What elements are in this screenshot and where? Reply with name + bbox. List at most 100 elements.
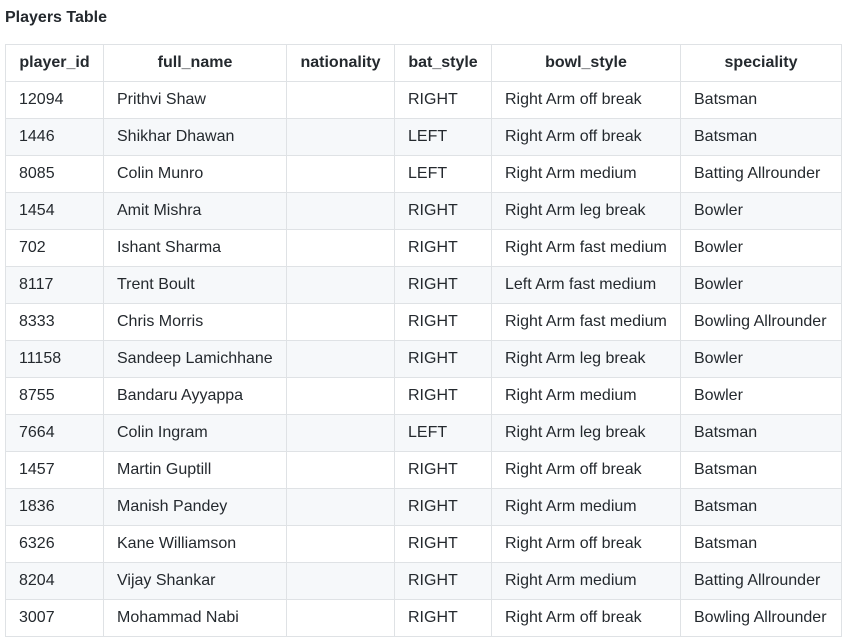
table-row: 12094 Prithvi Shaw RIGHT Right Arm off brea… [5, 81, 842, 119]
table-row: 6326 Kane Williamson RIGHT Right Arm off br… [5, 525, 842, 563]
table-row: 8117 Trent Boult RIGHT Left Arm fast medium… [5, 266, 842, 304]
cell-player-id: 8755 [5, 377, 104, 415]
cell-full-name: Chris Morris [103, 303, 287, 341]
cell-speciality: Bowling Allrounder [680, 599, 842, 637]
cell-bat-style: RIGHT [394, 81, 492, 119]
cell-bat-style: RIGHT [394, 599, 492, 637]
cell-bowl-style: Left Arm fast medium [491, 266, 681, 304]
column-header-full-name: full_name [103, 44, 287, 82]
cell-bowl-style: Right Arm leg break [491, 414, 681, 452]
table-row: 3007 Mohammad Nabi RIGHT Right Arm off brea… [5, 599, 842, 637]
cell-bat-style: RIGHT [394, 525, 492, 563]
cell-player-id: 1454 [5, 192, 104, 230]
cell-bowl-style: Right Arm off break [491, 599, 681, 637]
cell-speciality: Batsman [680, 488, 842, 526]
page-title: Players Table [5, 9, 107, 26]
cell-player-id: 8117 [5, 266, 104, 304]
players-table-container: player_id full_name nationality bat_styl… [5, 44, 842, 637]
cell-bat-style: RIGHT [394, 266, 492, 304]
cell-bowl-style: Right Arm medium [491, 155, 681, 193]
cell-full-name: Shikhar Dhawan [103, 118, 287, 156]
cell-bowl-style: Right Arm fast medium [491, 229, 681, 267]
cell-speciality: Batsman [680, 118, 842, 156]
cell-player-id: 1446 [5, 118, 104, 156]
cell-speciality: Batsman [680, 81, 842, 119]
cell-bowl-style: Right Arm off break [491, 525, 681, 563]
cell-bat-style: RIGHT [394, 377, 492, 415]
cell-player-id: 8085 [5, 155, 104, 193]
cell-full-name: Mohammad Nabi [103, 599, 287, 637]
cell-speciality: Bowler [680, 229, 842, 267]
cell-nationality [286, 303, 395, 341]
cell-player-id: 1836 [5, 488, 104, 526]
cell-full-name: Amit Mishra [103, 192, 287, 230]
cell-bat-style: LEFT [394, 118, 492, 156]
cell-nationality [286, 414, 395, 452]
cell-player-id: 3007 [5, 599, 104, 637]
cell-full-name: Colin Ingram [103, 414, 287, 452]
cell-full-name: Bandaru Ayyappa [103, 377, 287, 415]
column-header-speciality: speciality [680, 44, 842, 82]
cell-bat-style: RIGHT [394, 340, 492, 378]
cell-speciality: Bowler [680, 266, 842, 304]
table-row: 702 Ishant Sharma RIGHT Right Arm fast medi… [5, 229, 842, 267]
cell-nationality [286, 192, 395, 230]
table-row: 8204 Vijay Shankar RIGHT Right Arm medium Ba… [5, 562, 842, 600]
cell-player-id: 11158 [5, 340, 104, 378]
cell-bowl-style: Right Arm off break [491, 81, 681, 119]
table-row: 7664 Colin Ingram LEFT Right Arm leg break B… [5, 414, 842, 452]
cell-bat-style: LEFT [394, 414, 492, 452]
table-row: 1446 Shikhar Dhawan LEFT Right Arm off brea… [5, 118, 842, 156]
cell-speciality: Bowler [680, 377, 842, 415]
cell-bat-style: RIGHT [394, 488, 492, 526]
cell-speciality: Batsman [680, 525, 842, 563]
cell-bowl-style: Right Arm medium [491, 562, 681, 600]
table-row: 1454 Amit Mishra RIGHT Right Arm leg break B… [5, 192, 842, 230]
column-header-nationality: nationality [286, 44, 395, 82]
cell-nationality [286, 266, 395, 304]
cell-player-id: 12094 [5, 81, 104, 119]
cell-bowl-style: Right Arm medium [491, 488, 681, 526]
cell-speciality: Batting Allrounder [680, 562, 842, 600]
cell-nationality [286, 562, 395, 600]
cell-full-name: Prithvi Shaw [103, 81, 287, 119]
cell-nationality [286, 229, 395, 267]
table-row: 8333 Chris Morris RIGHT Right Arm fast medi… [5, 303, 842, 341]
cell-full-name: Colin Munro [103, 155, 287, 193]
cell-nationality [286, 599, 395, 637]
cell-nationality [286, 155, 395, 193]
table-row: 8085 Colin Munro LEFT Right Arm medium Batti… [5, 155, 842, 193]
cell-full-name: Ishant Sharma [103, 229, 287, 267]
cell-speciality: Bowler [680, 340, 842, 378]
cell-speciality: Bowler [680, 192, 842, 230]
table-header: player_id full_name nationality bat_styl… [5, 44, 842, 82]
cell-nationality [286, 118, 395, 156]
cell-bowl-style: Right Arm fast medium [491, 303, 681, 341]
table-row: 11158 Sandeep Lamichhane RIGHT Right Arm le… [5, 340, 842, 378]
players-table: player_id full_name nationality bat_styl… [5, 44, 842, 637]
cell-bat-style: RIGHT [394, 562, 492, 600]
cell-nationality [286, 451, 395, 489]
cell-nationality [286, 525, 395, 563]
cell-speciality: Batsman [680, 451, 842, 489]
cell-bowl-style: Right Arm off break [491, 451, 681, 489]
cell-player-id: 6326 [5, 525, 104, 563]
cell-bat-style: LEFT [394, 155, 492, 193]
cell-full-name: Kane Williamson [103, 525, 287, 563]
cell-bat-style: RIGHT [394, 229, 492, 267]
cell-full-name: Manish Pandey [103, 488, 287, 526]
cell-full-name: Trent Boult [103, 266, 287, 304]
cell-speciality: Batsman [680, 414, 842, 452]
cell-nationality [286, 340, 395, 378]
column-header-bowl-style: bowl_style [491, 44, 681, 82]
cell-bowl-style: Right Arm leg break [491, 340, 681, 378]
cell-bowl-style: Right Arm off break [491, 118, 681, 156]
cell-player-id: 7664 [5, 414, 104, 452]
cell-bowl-style: Right Arm medium [491, 377, 681, 415]
cell-speciality: Bowling Allrounder [680, 303, 842, 341]
cell-full-name: Vijay Shankar [103, 562, 287, 600]
cell-bat-style: RIGHT [394, 192, 492, 230]
table-row: 1457 Martin Guptill RIGHT Right Arm off bre… [5, 451, 842, 489]
cell-player-id: 702 [5, 229, 104, 267]
column-header-player-id: player_id [5, 44, 104, 82]
